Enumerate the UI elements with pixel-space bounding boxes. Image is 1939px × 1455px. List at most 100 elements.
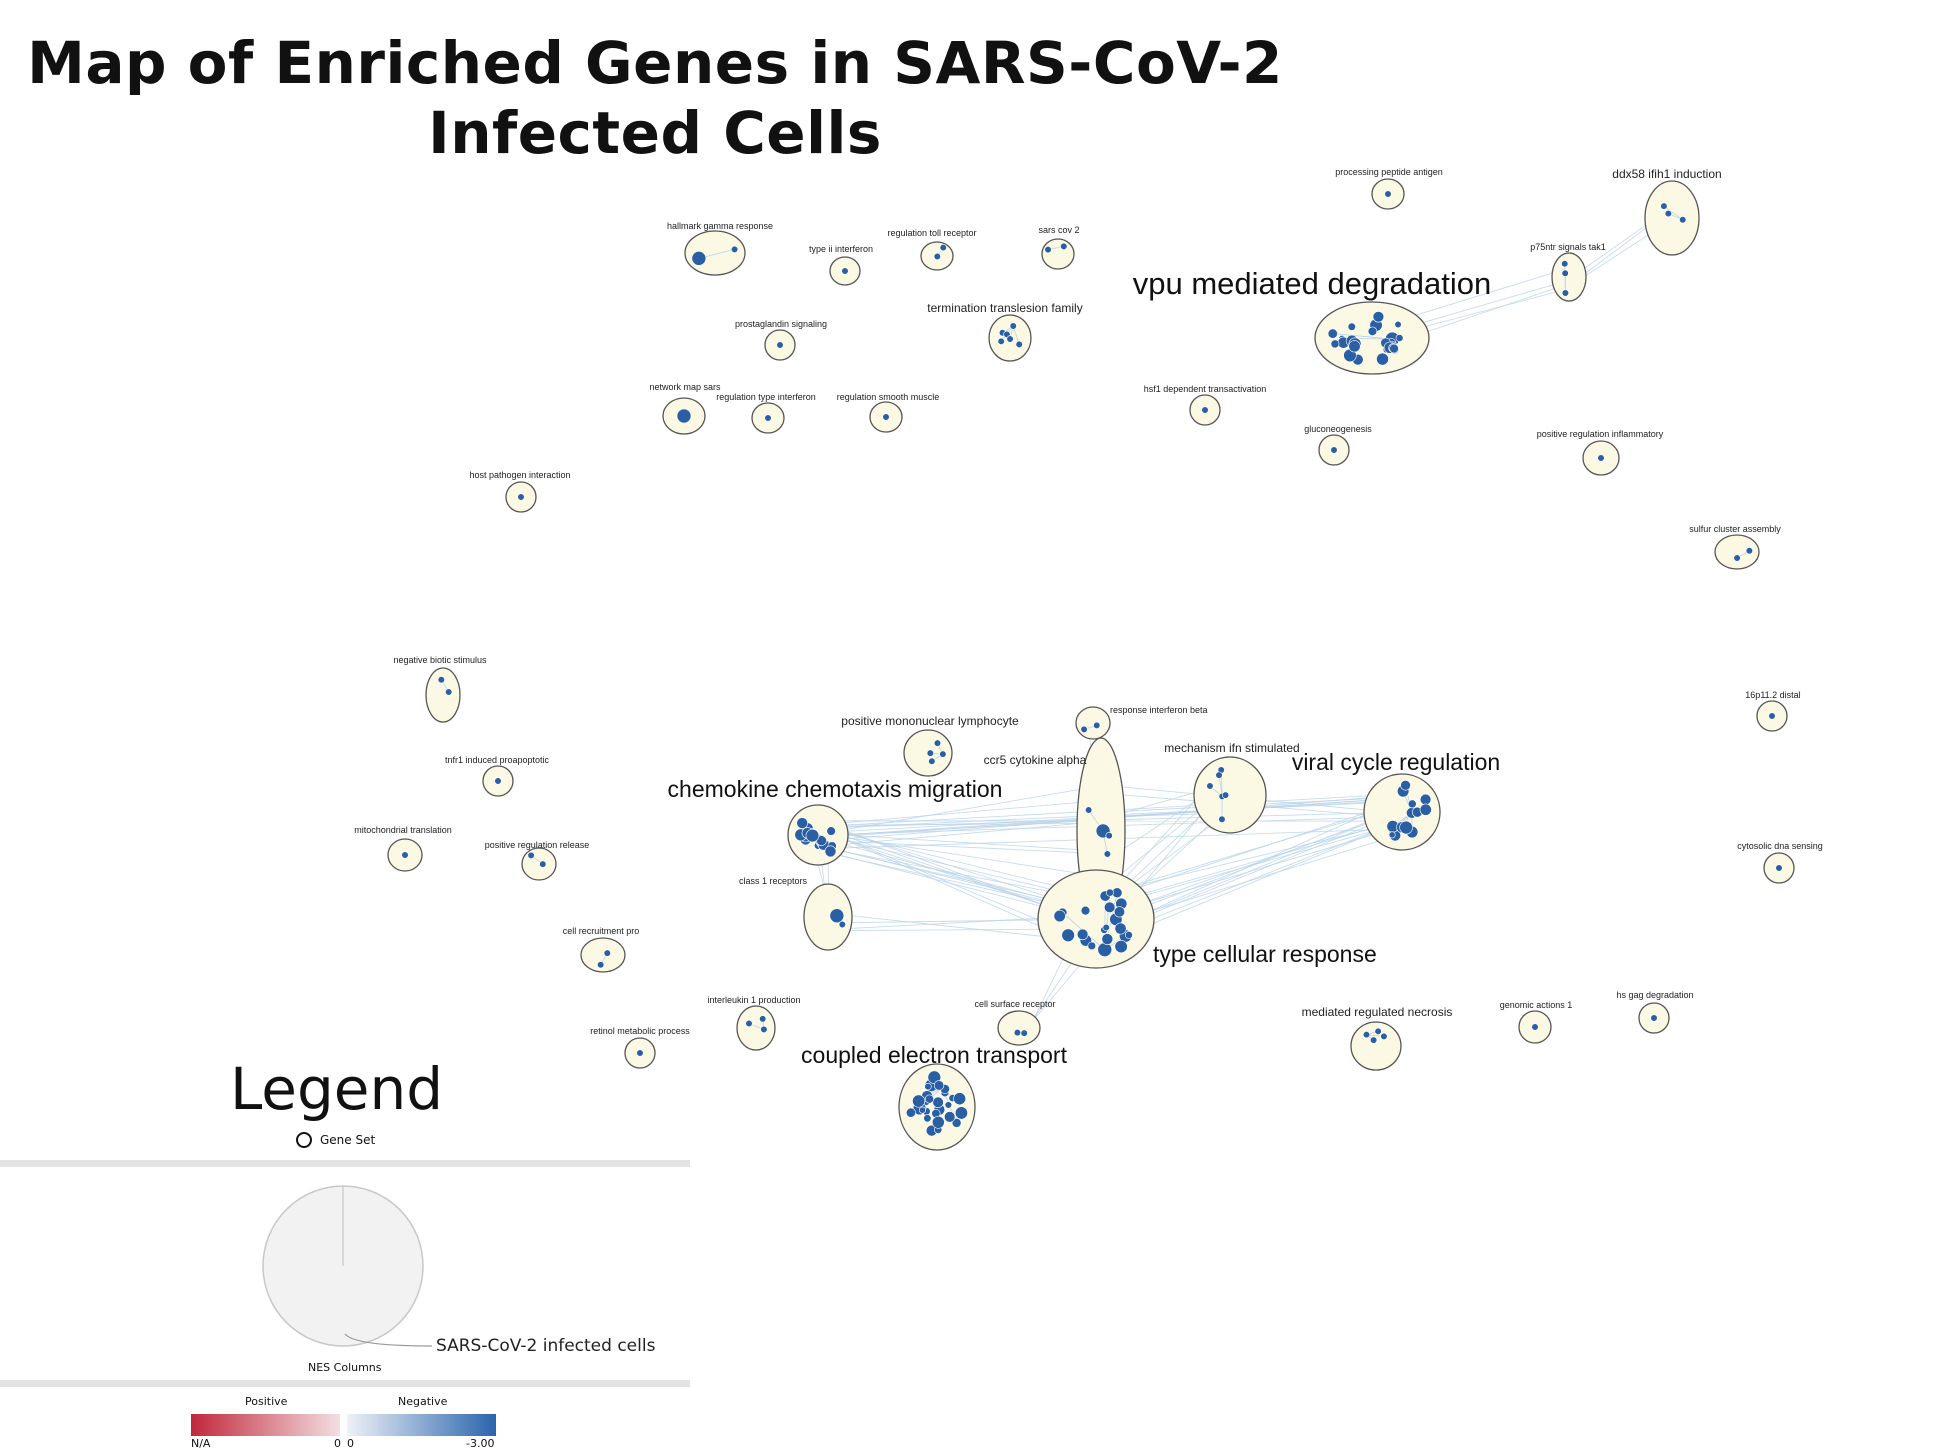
cluster-group[interactable] (1714, 534, 1760, 570)
cluster-group[interactable] (1037, 869, 1155, 969)
gene-set-node[interactable] (1215, 771, 1223, 779)
gene-set-node[interactable] (1006, 335, 1014, 343)
cluster-group[interactable] (988, 314, 1032, 362)
gene-set-node[interactable] (1114, 940, 1128, 954)
gene-set-node[interactable] (997, 337, 1005, 345)
gene-set-node[interactable] (1093, 721, 1101, 729)
gene-set-node[interactable] (1419, 793, 1432, 806)
gene-set-node[interactable] (829, 908, 845, 924)
gene-set-node[interactable] (1044, 245, 1052, 254)
gene-set-node[interactable] (1330, 446, 1338, 454)
cluster-group[interactable] (662, 397, 706, 435)
gene-set-node[interactable] (445, 688, 453, 696)
gene-set-node[interactable] (1201, 406, 1209, 414)
gene-set-node[interactable] (603, 949, 611, 957)
gene-set-node[interactable] (1561, 289, 1570, 297)
gene-set-node[interactable] (923, 1114, 932, 1123)
gene-set-node[interactable] (1370, 1036, 1378, 1044)
gene-set-node[interactable] (1768, 712, 1776, 720)
gene-set-node[interactable] (933, 739, 942, 747)
gene-set-node[interactable] (1087, 941, 1097, 951)
gene-set-node[interactable] (745, 1019, 753, 1028)
gene-set-node[interactable] (1347, 322, 1356, 331)
gene-set-node[interactable] (1733, 554, 1741, 562)
gene-set-node[interactable] (1419, 803, 1432, 816)
gene-set-node[interactable] (1327, 328, 1338, 339)
gene-set-node[interactable] (953, 1092, 967, 1106)
gene-set-node[interactable] (1013, 1029, 1022, 1037)
cluster-group[interactable] (997, 1010, 1041, 1046)
gene-set-node[interactable] (1399, 820, 1413, 835)
cluster-group[interactable] (1763, 852, 1795, 884)
gene-set-node[interactable] (939, 750, 947, 758)
gene-set-node[interactable] (826, 826, 836, 836)
gene-set-node[interactable] (1372, 311, 1385, 323)
gene-set-node[interactable] (1113, 906, 1125, 918)
gene-set-node[interactable] (805, 828, 820, 843)
gene-set-node[interactable] (1561, 260, 1569, 268)
cluster-group[interactable] (751, 402, 785, 434)
gene-set-node[interactable] (1102, 923, 1110, 932)
gene-set-node[interactable] (1103, 850, 1111, 858)
gene-set-node[interactable] (1060, 242, 1068, 250)
gene-set-node[interactable] (944, 1111, 956, 1123)
cluster-group[interactable] (736, 1005, 776, 1051)
gene-set-node[interactable] (931, 1115, 945, 1129)
gene-set-node[interactable] (517, 493, 525, 501)
gene-set-node[interactable] (1053, 909, 1066, 923)
cluster-group[interactable] (1314, 301, 1430, 375)
cluster-group[interactable] (521, 847, 557, 881)
gene-set-node[interactable] (1395, 334, 1404, 342)
gene-set-node[interactable] (759, 1015, 767, 1023)
gene-set-node[interactable] (1020, 1029, 1028, 1037)
gene-set-node[interactable] (1348, 340, 1361, 353)
gene-set-node[interactable] (1394, 320, 1402, 329)
gene-set-node[interactable] (905, 1107, 916, 1118)
gene-set-node[interactable] (933, 1080, 945, 1091)
cluster-group[interactable] (764, 329, 796, 361)
gene-set-node[interactable] (494, 777, 502, 785)
gene-set-node[interactable] (760, 1025, 768, 1034)
gene-set-node[interactable] (776, 341, 784, 349)
gene-set-node[interactable] (764, 414, 772, 422)
gene-set-node[interactable] (924, 1082, 932, 1091)
gene-set-node[interactable] (1124, 931, 1133, 939)
gene-set-node[interactable] (1076, 928, 1089, 941)
gene-set-node[interactable] (691, 251, 707, 266)
gene-set-node[interactable] (1376, 352, 1389, 366)
gene-set-node[interactable] (1374, 1027, 1382, 1035)
cluster-group[interactable] (1582, 440, 1620, 476)
gene-set-node[interactable] (401, 851, 409, 859)
gene-set-node[interactable] (1061, 928, 1075, 942)
gene-set-node[interactable] (1080, 725, 1088, 734)
gene-set-node[interactable] (944, 1101, 953, 1109)
gene-set-node[interactable] (676, 408, 692, 424)
gene-set-node[interactable] (1330, 339, 1340, 349)
gene-set-node[interactable] (1097, 942, 1113, 957)
gene-set-node[interactable] (951, 1118, 962, 1128)
cluster-group[interactable] (580, 937, 626, 973)
gene-set-node[interactable] (1400, 780, 1411, 791)
gene-set-node[interactable] (1103, 901, 1116, 913)
gene-set-node[interactable] (1679, 216, 1687, 224)
gene-set-node[interactable] (636, 1049, 644, 1057)
cluster-group[interactable] (684, 230, 746, 276)
gene-set-node[interactable] (882, 413, 890, 421)
gene-set-node[interactable] (1367, 326, 1378, 336)
gene-set-node[interactable] (1015, 340, 1023, 349)
gene-set-node[interactable] (1380, 1032, 1388, 1040)
gene-set-node[interactable] (437, 676, 445, 684)
cluster-group[interactable] (1756, 700, 1788, 732)
gene-set-node[interactable] (1660, 202, 1668, 210)
cluster-group[interactable] (903, 729, 953, 777)
gene-set-node[interactable] (1650, 1014, 1658, 1022)
gene-set-node[interactable] (597, 961, 605, 969)
gene-set-node[interactable] (1561, 269, 1569, 277)
gene-set-node[interactable] (1080, 905, 1091, 916)
gene-set-node[interactable] (730, 245, 739, 253)
cluster-group[interactable] (1075, 706, 1111, 740)
gene-set-node[interactable] (1105, 888, 1114, 897)
gene-set-node[interactable] (1362, 1031, 1371, 1039)
cluster-group[interactable] (1350, 1021, 1402, 1071)
gene-set-node[interactable] (918, 1106, 926, 1114)
